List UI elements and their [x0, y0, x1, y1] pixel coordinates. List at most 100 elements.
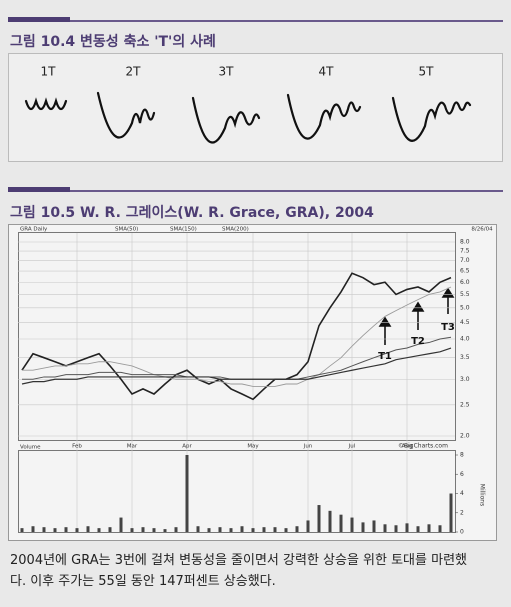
- volume-bar: [306, 520, 310, 532]
- y-tick-label: 4.0: [460, 336, 470, 343]
- volume-bar: [20, 528, 24, 532]
- legend-label: SMA(50): [115, 227, 138, 233]
- volume-bar: [339, 514, 343, 532]
- y-tick-label: 7.5: [460, 248, 470, 255]
- x-tick-label: May: [247, 444, 259, 450]
- volume-bar: [163, 529, 167, 532]
- volume-bar: [273, 527, 277, 532]
- pattern-1t: [24, 97, 68, 111]
- pattern-drawings: [24, 91, 472, 144]
- legend-label: SMA(150): [170, 227, 197, 233]
- x-tick-label: Aug: [402, 444, 413, 450]
- y-tick-label: 5.5: [460, 291, 470, 298]
- volume-bar: [383, 524, 387, 532]
- y-tick-label: 5.0: [460, 304, 470, 311]
- y-tick-label: 8.0: [460, 239, 470, 246]
- pattern-4t: [286, 93, 362, 140]
- volume-bar: [218, 527, 222, 532]
- volume-bar: [207, 528, 211, 532]
- y-tick-label: 4.5: [460, 319, 470, 326]
- volume-bar: [174, 527, 178, 532]
- pattern-label: 3T: [219, 65, 235, 79]
- y-tick-label: 6.0: [460, 279, 470, 286]
- caption-line: 다. 이후 주가는 55일 동안 147퍼센트 상승했다.: [10, 574, 276, 589]
- volume-bar: [53, 528, 57, 532]
- source-label: ©BigCharts.com: [398, 443, 448, 450]
- volume-bar: [251, 528, 255, 532]
- y-tick-label: 6: [460, 471, 464, 478]
- volume-bar: [427, 524, 431, 532]
- y-tick-label: 3.5: [460, 354, 470, 361]
- y-tick-label: 0: [460, 529, 464, 536]
- date-label: 8/26/04: [471, 227, 493, 233]
- pattern-2t: [96, 91, 156, 139]
- volume-bar: [75, 528, 79, 532]
- y-tick-label: 3.0: [460, 376, 470, 383]
- annotation: T1: [378, 351, 392, 362]
- x-tick-label: Apr: [182, 444, 192, 450]
- volume-bar: [141, 527, 145, 532]
- volume-bar: [97, 528, 101, 532]
- volume-bar: [438, 525, 442, 532]
- y-tick-label: 2.0: [460, 433, 470, 440]
- y-tick-label: 7.0: [460, 257, 470, 264]
- y-tick-label: 8: [460, 452, 464, 459]
- volume-bar: [295, 526, 299, 532]
- pattern-5t: [391, 96, 472, 142]
- unit-label: Millions: [479, 484, 486, 506]
- figure-title: 그림 10.5 W. R. 그레이스(W. R. Grace, GRA), 20…: [10, 205, 374, 221]
- annotation: T2: [411, 336, 425, 347]
- volume-bar: [240, 526, 244, 532]
- figure-1: 1T 2T 3T 4T 5T: [8, 53, 503, 162]
- y-tick-label: 6.5: [460, 268, 470, 275]
- pattern-label: 2T: [126, 65, 142, 79]
- volume-bar: [361, 522, 365, 532]
- y-tick-label: 2: [460, 509, 464, 516]
- volume-bar: [405, 523, 409, 532]
- caption: 2004년에 GRA는 3번에 걸쳐 변동성을 줄이면서 강력한 상승을 위한 …: [10, 550, 467, 592]
- volume-bar: [284, 528, 288, 532]
- pattern-label: 4T: [319, 65, 335, 79]
- volume-bar: [42, 527, 46, 532]
- y-tick-label: 4: [460, 490, 464, 497]
- x-tick-label: Feb: [72, 444, 82, 450]
- sma-line: [21, 347, 452, 385]
- volume-panel: [18, 450, 456, 533]
- volume-bar: [449, 493, 453, 532]
- volume-bar: [317, 505, 321, 532]
- volume-bar: [372, 520, 376, 532]
- caption-line: 2004년에 GRA는 3번에 걸쳐 변동성을 줄이면서 강력한 상승을 위한 …: [10, 553, 467, 568]
- volume-bar: [229, 528, 233, 532]
- annotation: T3: [441, 322, 455, 333]
- volume-bar: [196, 526, 200, 532]
- x-tick-label: Jul: [348, 444, 356, 450]
- volume-label: Volume: [20, 445, 41, 451]
- x-tick-label: Jun: [303, 444, 313, 450]
- legend-label: GRA Daily: [20, 227, 48, 233]
- volume-bar: [86, 526, 90, 532]
- volume-bar: [328, 510, 332, 532]
- pattern-label: 5T: [419, 65, 435, 79]
- volume-bar: [130, 528, 134, 532]
- legend-label: SMA(200): [222, 227, 249, 233]
- section-rule: [8, 187, 503, 192]
- volume-bar: [119, 517, 123, 532]
- chart-frame: [8, 224, 497, 541]
- volume-bar: [416, 526, 420, 532]
- volume-bar: [64, 527, 68, 532]
- pattern-label: 1T: [41, 65, 57, 79]
- section-rule: [8, 17, 503, 22]
- figure-title: 그림 10.4 변동성 축소 'T'의 사례: [10, 34, 216, 50]
- price-line: [21, 272, 452, 401]
- price-panel: [18, 232, 456, 441]
- volume-bar: [262, 527, 266, 532]
- volume-bar: [152, 528, 156, 532]
- annotation-arrows: [378, 287, 455, 345]
- figure-frame: [8, 53, 503, 162]
- volume-bar: [108, 527, 112, 532]
- volume-bar: [394, 525, 398, 532]
- volume-bar: [31, 526, 35, 532]
- y-tick-label: 2.5: [460, 401, 470, 408]
- sma-line: [22, 286, 452, 387]
